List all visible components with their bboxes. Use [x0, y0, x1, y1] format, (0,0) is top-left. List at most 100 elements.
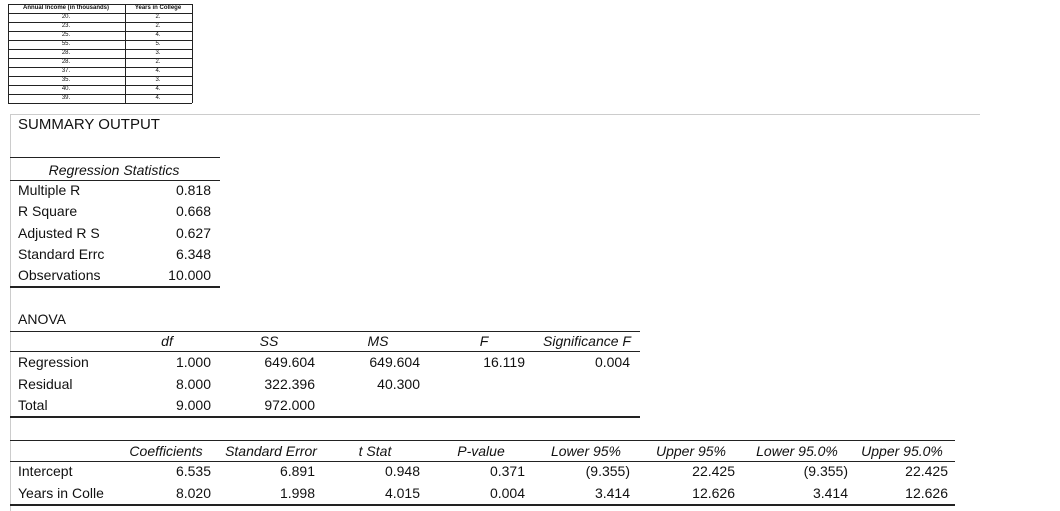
grid-line [125, 4, 126, 103]
separator [10, 114, 980, 115]
cell: 6.891 [279, 463, 315, 479]
cell: 4. [155, 95, 161, 101]
rule [10, 157, 220, 158]
column-header: Years in College [134, 5, 182, 11]
rule [10, 440, 955, 441]
cell: 0.004 [594, 354, 630, 370]
table-title: Regression Statistics [48, 162, 180, 178]
cell: 22.425 [692, 463, 735, 479]
rule [10, 504, 955, 506]
cell: 9.000 [175, 397, 211, 413]
cell: 0.004 [489, 485, 525, 501]
cell: 649.604 [264, 354, 315, 370]
row-label: Residual [18, 375, 73, 392]
cell: 0.371 [489, 463, 525, 479]
cell: 1.000 [175, 354, 211, 370]
cell: 12.626 [692, 485, 735, 501]
cell: 55. [61, 41, 71, 47]
row-label: Years in Colle [18, 485, 104, 501]
column-header: Annual Income (in thousands) [22, 5, 109, 11]
cell: 4.015 [384, 485, 420, 501]
cell: 40.300 [377, 375, 420, 392]
cell: 0.668 [175, 203, 211, 220]
cell: 12.626 [905, 485, 948, 501]
column-header: F [479, 333, 489, 349]
cell: 28. [61, 50, 71, 56]
grid-line [8, 85, 192, 86]
cell: 3.414 [812, 485, 848, 501]
column-header: MS [367, 333, 389, 349]
cell: 2. [155, 14, 161, 20]
row-label: Observations [18, 267, 101, 284]
row-label: Standard Errc [18, 245, 105, 262]
cell: 1.998 [279, 485, 315, 501]
grid-line [8, 67, 192, 68]
grid-line [192, 4, 193, 103]
cell: 25. [61, 32, 71, 38]
cell: 37. [61, 68, 71, 74]
cell: 4. [155, 86, 161, 92]
grid-line [8, 76, 192, 77]
grid-line [8, 13, 192, 14]
grid-line [8, 31, 192, 32]
row-label: Total [18, 397, 48, 413]
column-header: df [161, 333, 173, 349]
grid-line [8, 58, 192, 59]
column-header: Significance F [543, 333, 631, 349]
rule [10, 331, 640, 332]
cell: 6.535 [175, 463, 211, 479]
summary-title: SUMMARY OUTPUT [18, 117, 160, 133]
cell: 2. [155, 23, 161, 29]
cell: 4. [155, 32, 161, 38]
column-header: Upper 95.0% [861, 443, 943, 459]
row-label: Regression [18, 354, 89, 370]
cell: 35. [61, 77, 71, 83]
grid-line [8, 94, 192, 95]
cell: 649.604 [369, 354, 420, 370]
row-label: R Square [18, 203, 78, 220]
cell: 8.000 [175, 375, 211, 392]
cell: 3.414 [594, 485, 630, 501]
cell: 3. [155, 77, 161, 83]
rule [10, 286, 220, 288]
column-header: SS [259, 333, 279, 349]
column-header: P-value [457, 443, 505, 459]
cell: (9.355) [803, 463, 848, 479]
separator [10, 114, 11, 511]
column-header: Upper 95% [655, 443, 727, 459]
cell: 0.818 [175, 182, 211, 198]
grid-line [8, 4, 9, 103]
row-label: Adjusted R S [18, 224, 100, 241]
grid-line [8, 4, 192, 5]
row-label: Multiple R [18, 182, 81, 198]
grid-line [8, 49, 192, 50]
cell: 20. [61, 14, 71, 20]
column-header: Standard Error [225, 443, 317, 459]
column-header: Lower 95% [550, 443, 622, 459]
column-header: Lower 95.0% [756, 443, 838, 459]
cell: 10.000 [168, 267, 211, 284]
column-header: Coefficients [129, 443, 203, 459]
cell: 28. [61, 59, 71, 65]
grid-line [8, 103, 192, 104]
row-label: Intercept [18, 463, 73, 479]
cell: 322.396 [264, 375, 315, 392]
cell: (9.355) [585, 463, 630, 479]
column-header: t Stat [358, 443, 392, 459]
cell: 4. [155, 68, 161, 74]
rule [10, 180, 220, 181]
cell: 0.948 [384, 463, 420, 479]
cell: 0.627 [175, 224, 211, 241]
cell: 40. [61, 86, 71, 92]
section-title: ANOVA [18, 311, 66, 327]
rule [10, 351, 640, 352]
grid-line [8, 40, 192, 41]
cell: 972.000 [264, 397, 315, 413]
cell: 39. [61, 95, 71, 101]
cell: 16.119 [483, 354, 525, 370]
cell: 8.020 [175, 485, 211, 501]
rule [10, 461, 955, 462]
cell: 23. [61, 23, 71, 29]
cell: 2. [155, 59, 161, 65]
